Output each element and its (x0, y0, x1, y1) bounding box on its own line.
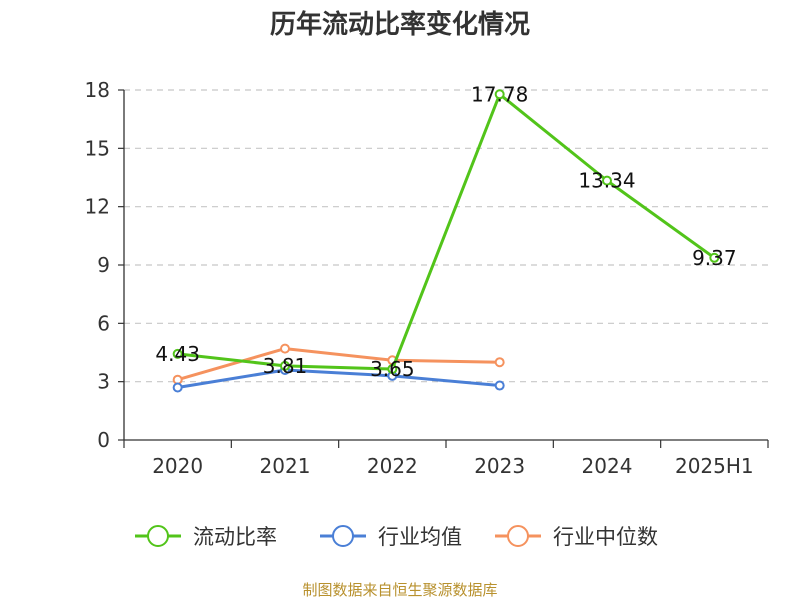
data-label: 9.37 (692, 246, 737, 270)
data-label: 3.65 (370, 357, 415, 381)
data-label: 3.81 (263, 354, 308, 378)
data-point[interactable] (494, 357, 505, 368)
data-point[interactable] (494, 380, 505, 391)
data-labels: 4.43 3.81 3.65 17.78 13.34 9.37 (155, 82, 736, 381)
data-point[interactable] (172, 348, 183, 359)
x-tick-label: 2021 (260, 454, 311, 478)
data-point[interactable] (494, 89, 505, 100)
legend-item[interactable]: 流动比率 (135, 525, 277, 549)
y-tick-label: 0 (97, 428, 110, 452)
legend-marker (507, 525, 529, 547)
chart-title: 历年流动比率变化情况 (270, 9, 530, 40)
legend-label: 流动比率 (193, 525, 277, 549)
y-tick-label: 6 (97, 311, 110, 335)
x-tick-label: 2025H1 (675, 454, 754, 478)
legend-marker (332, 525, 354, 547)
source-note: 制图数据来自恒生聚源数据库 (302, 581, 497, 599)
grid-lines (124, 89, 768, 383)
legend-item[interactable]: 行业均值 (320, 525, 462, 549)
data-point[interactable] (387, 364, 398, 375)
axes: 0 3 6 9 12 15 18 2020 2021 2022 2023 2024 2025H1 (85, 78, 769, 478)
legend-item[interactable]: 行业中位数 (495, 525, 658, 549)
data-label: 17.78 (471, 82, 528, 106)
data-label: 4.43 (155, 342, 200, 366)
series-line (177, 92, 716, 371)
data-point[interactable] (280, 343, 290, 354)
x-tick-label: 2022 (367, 454, 418, 478)
y-tick-label: 12 (85, 195, 110, 219)
y-tick-label: 18 (85, 78, 110, 102)
legend-label: 行业中位数 (553, 525, 658, 549)
legend[interactable]: 流动比率 行业均值 行业中位数 (135, 525, 658, 549)
y-tick-label: 9 (97, 253, 110, 277)
x-tick-label: 2023 (474, 454, 525, 478)
data-point[interactable] (709, 252, 720, 263)
y-tick-label: 3 (97, 370, 110, 394)
y-tick-label: 15 (85, 136, 110, 160)
data-point[interactable] (280, 360, 290, 371)
series-line (177, 347, 500, 382)
legend-marker (147, 525, 169, 547)
x-tick-label: 2020 (152, 454, 203, 478)
data-label: 13.34 (578, 169, 635, 193)
legend-label: 行业均值 (378, 525, 462, 549)
data-point[interactable] (172, 382, 183, 393)
data-point[interactable] (602, 175, 612, 186)
x-tick-label: 2024 (582, 454, 633, 478)
series-line (177, 368, 500, 389)
series-lines (172, 89, 720, 393)
